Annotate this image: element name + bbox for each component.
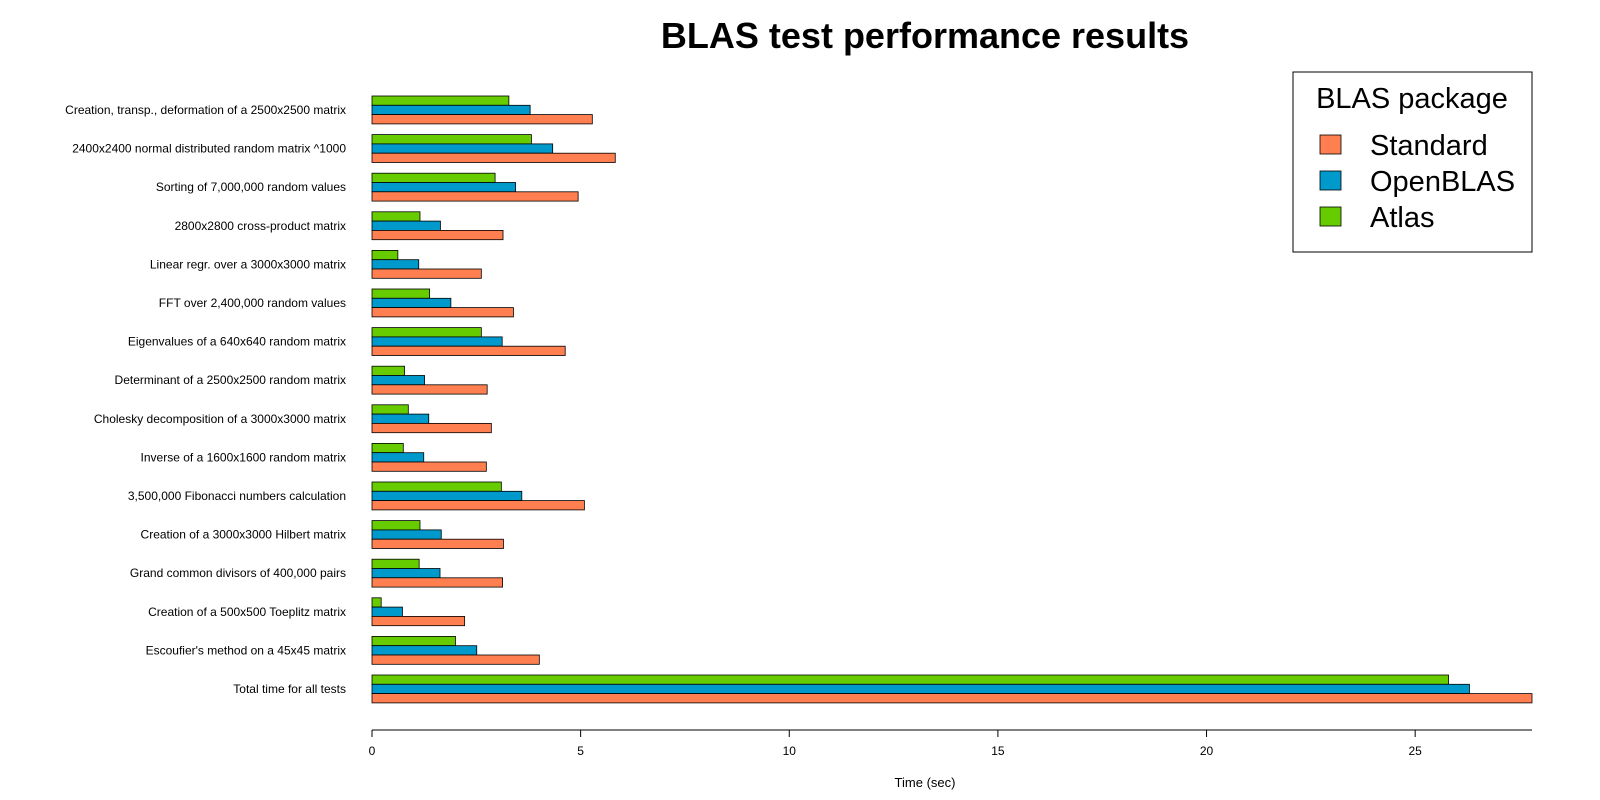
category-label: 2400x2400 normal distributed random matr… xyxy=(72,142,346,156)
bar-standard-4 xyxy=(371,268,482,279)
bar-atlas-0 xyxy=(371,95,510,106)
bar-atlas-7 xyxy=(371,365,405,376)
x-tick-label: 5 xyxy=(577,744,584,758)
legend-title: BLAS package xyxy=(1316,83,1508,115)
category-label: Escoufier's method on a 45x45 matrix xyxy=(146,643,346,657)
category-label: Total time for all tests xyxy=(233,682,346,696)
bar-standard-14 xyxy=(371,654,540,665)
legend-swatch-openblas xyxy=(1319,170,1342,191)
bar-atlas-3 xyxy=(371,211,421,222)
bar-openblas-2 xyxy=(371,182,516,193)
bar-openblas-4 xyxy=(371,259,420,270)
bar-atlas-11 xyxy=(371,520,421,531)
bar-atlas-2 xyxy=(371,172,496,183)
category-label: Cholesky decomposition of a 3000x3000 ma… xyxy=(94,412,346,426)
category-label: FFT over 2,400,000 random values xyxy=(159,296,346,310)
bar-atlas-12 xyxy=(371,558,420,569)
bar-standard-13 xyxy=(371,616,466,627)
bar-standard-0 xyxy=(371,114,593,125)
bar-atlas-4 xyxy=(371,249,399,261)
bars-group xyxy=(371,95,1533,704)
legend-label-standard: Standard xyxy=(1370,130,1488,162)
bar-atlas-9 xyxy=(371,442,404,454)
bar-atlas-5 xyxy=(371,288,430,299)
bar-atlas-15 xyxy=(371,674,1449,685)
category-label: 2800x2800 cross-product matrix xyxy=(175,219,346,233)
bar-openblas-7 xyxy=(371,375,425,386)
legend-swatch-atlas xyxy=(1319,206,1342,227)
category-label: Grand common divisors of 400,000 pairs xyxy=(130,566,346,580)
category-label: Linear regr. over a 3000x3000 matrix xyxy=(150,257,346,271)
x-tick-label: 25 xyxy=(1408,744,1422,758)
x-axis-title: Time (sec) xyxy=(895,775,956,790)
category-label: Creation, transp., deformation of a 2500… xyxy=(65,103,346,117)
bar-atlas-6 xyxy=(371,327,482,338)
category-label: Inverse of a 1600x1600 random matrix xyxy=(141,450,346,464)
bar-openblas-3 xyxy=(371,220,441,231)
bar-atlas-8 xyxy=(371,404,409,415)
category-label: Creation of a 500x500 Toeplitz matrix xyxy=(148,605,346,619)
bar-openblas-6 xyxy=(371,336,503,347)
x-tick-label: 20 xyxy=(1200,744,1214,758)
bar-standard-8 xyxy=(371,422,492,434)
bar-standard-10 xyxy=(371,500,585,511)
bar-standard-2 xyxy=(371,191,579,202)
category-label: Sorting of 7,000,000 random values xyxy=(156,180,346,194)
bar-openblas-15 xyxy=(371,683,1470,694)
bar-standard-15 xyxy=(371,693,1533,704)
category-labels: Creation, transp., deformation of a 2500… xyxy=(65,103,346,696)
legend-swatch-standard xyxy=(1319,134,1342,155)
bar-openblas-8 xyxy=(371,413,430,424)
bar-standard-9 xyxy=(371,461,487,472)
bar-openblas-9 xyxy=(371,452,425,463)
bar-openblas-14 xyxy=(371,645,478,656)
bar-atlas-1 xyxy=(371,134,532,145)
category-label: Determinant of a 2500x2500 random matrix xyxy=(115,373,346,387)
category-label: Eigenvalues of a 640x640 random matrix xyxy=(128,335,346,349)
bar-openblas-1 xyxy=(371,143,554,154)
bar-standard-5 xyxy=(371,307,514,318)
bar-standard-11 xyxy=(371,538,504,549)
bar-standard-3 xyxy=(371,229,504,241)
legend-items: Standard OpenBLAS Atlas xyxy=(1319,130,1515,234)
bar-openblas-11 xyxy=(371,529,442,540)
bar-atlas-10 xyxy=(371,481,502,492)
chart-title: BLAS test performance results xyxy=(661,15,1189,56)
bar-standard-6 xyxy=(371,345,566,356)
bar-openblas-13 xyxy=(371,606,403,617)
bar-openblas-10 xyxy=(371,490,523,501)
bar-standard-12 xyxy=(371,577,504,588)
legend-label-atlas: Atlas xyxy=(1370,202,1434,234)
legend-label-openblas: OpenBLAS xyxy=(1370,166,1515,198)
bar-openblas-5 xyxy=(371,297,452,308)
bar-atlas-13 xyxy=(371,597,382,608)
bar-atlas-14 xyxy=(371,636,456,647)
bar-standard-1 xyxy=(371,152,616,163)
bar-openblas-12 xyxy=(371,568,441,579)
x-tick-label: 10 xyxy=(783,744,797,758)
category-label: Creation of a 3000x3000 Hilbert matrix xyxy=(141,528,346,542)
bar-standard-7 xyxy=(371,384,488,395)
x-tick-label: 0 xyxy=(369,744,376,758)
x-tick-label: 15 xyxy=(991,744,1005,758)
bar-openblas-0 xyxy=(371,104,531,116)
x-axis: 0 5 10 15 20 25 xyxy=(369,729,1532,758)
category-label: 3,500,000 Fibonacci numbers calculation xyxy=(128,489,346,503)
legend: BLAS package Standard OpenBLAS Atlas xyxy=(1292,71,1533,253)
